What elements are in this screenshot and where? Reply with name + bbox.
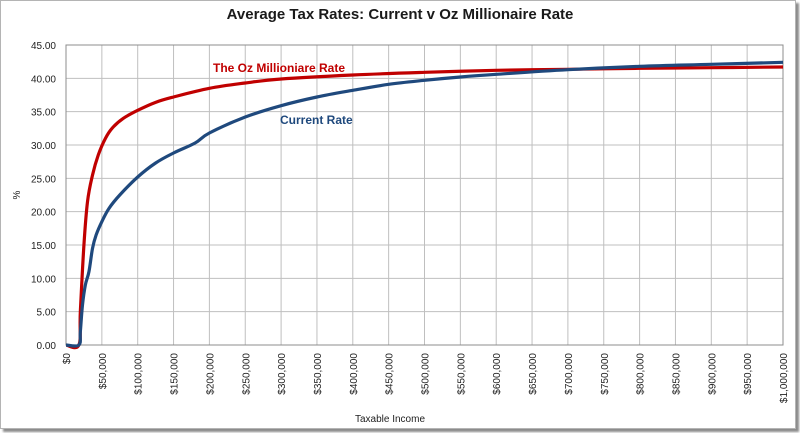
y-tick-label: 40.00 [31, 74, 56, 85]
x-tick-label: $900,000 [707, 353, 718, 395]
x-tick-label: $700,000 [564, 353, 575, 395]
y-tick-label: 10.00 [31, 274, 56, 285]
x-axis-label: Taxable Income [355, 414, 425, 425]
x-tick-label: $100,000 [134, 353, 145, 395]
y-tick-label: 30.00 [31, 141, 56, 152]
x-tick-label: $0 [62, 353, 73, 365]
x-tick-label: $300,000 [277, 353, 288, 395]
x-tick-label: $150,000 [170, 353, 181, 395]
grid-lines [65, 44, 784, 346]
x-tick-label: $450,000 [385, 353, 396, 395]
x-tick-label: $250,000 [241, 353, 252, 395]
x-tick-label: $600,000 [492, 353, 503, 395]
y-tick-label: 0.00 [37, 341, 57, 352]
x-tick-label: $800,000 [636, 353, 647, 395]
x-tick-label: $550,000 [456, 353, 467, 395]
y-tick-label: 35.00 [31, 108, 56, 119]
x-tick-label: $650,000 [528, 353, 539, 395]
x-tick-label: $50,000 [98, 353, 109, 390]
plot-area-border [65, 44, 784, 346]
chart-title: Average Tax Rates: Current v Oz Milliona… [226, 6, 574, 23]
y-tick-label: 15.00 [31, 241, 56, 252]
x-tick-label: $950,000 [743, 353, 754, 395]
x-tick-label: $1,000,000 [779, 353, 790, 403]
y-axis-label: % [12, 190, 23, 199]
series-lines [65, 60, 784, 350]
x-tick-label: $850,000 [671, 353, 682, 395]
series-line-oz-millionaire-rate [65, 65, 784, 350]
x-axis-ticks: $0 $50,000 $100,000 $150,000 $200,000 $250,00… [62, 353, 790, 403]
y-tick-label: 25.00 [31, 174, 56, 185]
x-tick-label: $350,000 [313, 353, 324, 395]
x-tick-label: $400,000 [349, 353, 360, 395]
annotation-current-rate: Current Rate [280, 113, 353, 127]
y-tick-label: 20.00 [31, 208, 56, 219]
series-line-current-rate [65, 60, 784, 348]
y-tick-label: 45.00 [31, 41, 56, 52]
x-tick-label: $200,000 [205, 353, 216, 395]
annotation-oz-millionaire-rate: The Oz Millioniare Rate [213, 61, 345, 75]
y-axis-ticks: 0.00 5.00 10.00 15.00 20.00 25.00 30.00 35.00 40… [31, 41, 56, 352]
y-tick-label: 5.00 [37, 308, 57, 319]
x-tick-label: $500,000 [421, 353, 432, 395]
x-tick-label: $750,000 [600, 353, 611, 395]
